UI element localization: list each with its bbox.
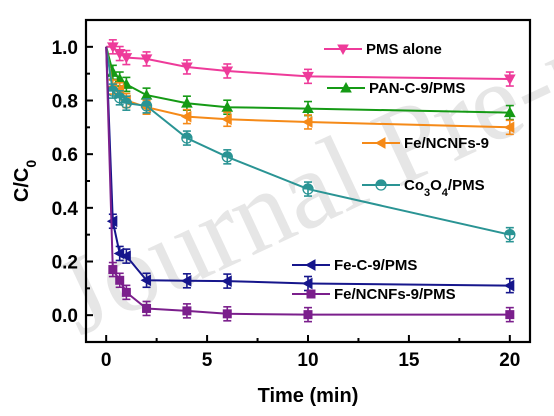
- series-6: [105, 46, 515, 323]
- data-point: [301, 277, 313, 290]
- legend-marker: [306, 289, 316, 299]
- legend-marker: [304, 259, 316, 271]
- data-point-ring: [302, 183, 314, 195]
- data-point: [108, 265, 118, 275]
- y-tick-label: 0.6: [52, 145, 78, 166]
- legend-entry-1: PMS alone: [324, 41, 442, 58]
- data-point: [120, 53, 133, 64]
- data-point: [121, 287, 131, 297]
- legend-label: Co3O4/PMS: [404, 177, 485, 199]
- data-point: [221, 101, 234, 112]
- x-tick-label: 20: [499, 350, 520, 371]
- data-point: [181, 62, 193, 73]
- data-point: [503, 279, 515, 292]
- legend-marker: [340, 81, 352, 93]
- legend-label: Fe/NCNFs-9: [404, 135, 489, 152]
- y-axis-title: C/C0: [11, 160, 39, 202]
- data-point: [182, 306, 192, 316]
- data-point: [120, 250, 131, 262]
- data-point-ring: [140, 100, 153, 112]
- y-tick-label: 0.4: [52, 199, 79, 220]
- y-tick-label: 0.2: [52, 253, 78, 274]
- legend-entry-5: Fe-C-9/PMS: [292, 257, 417, 274]
- axis-ticks: 0 5 10 15 20 0.0 0.2 0.4 0.6 0.8 1.0: [52, 38, 521, 371]
- legend-label: PMS alone: [366, 41, 442, 58]
- x-axis-title: Time (min): [258, 385, 359, 407]
- data-point: [180, 274, 192, 287]
- y-tick-label: 0.0: [52, 306, 78, 327]
- legend-marker: [374, 137, 386, 149]
- data-point: [302, 71, 314, 83]
- series-4: [105, 46, 516, 243]
- y-tick-label: 0.8: [52, 92, 78, 113]
- legend-entry-6: Fe/NCNFs-9/PMS: [292, 286, 456, 303]
- x-tick-label: 10: [297, 350, 318, 371]
- legend-label: PAN-C-9/PMS: [369, 80, 465, 97]
- data-point: [181, 97, 193, 108]
- data-point: [503, 106, 516, 118]
- data-point: [302, 102, 314, 114]
- legend-marker-ring: [375, 179, 387, 191]
- legend-label: Fe-C-9/PMS: [334, 257, 417, 274]
- x-tick-label: 15: [398, 350, 420, 371]
- data-point: [505, 310, 515, 320]
- legend-entry-2: PAN-C-9/PMS: [327, 80, 465, 97]
- legend: PMS alone PAN-C-9/PMS Fe/NCNFs-9 Co3O4/PMS F…: [292, 41, 489, 303]
- data-point: [221, 275, 232, 287]
- data-point: [222, 309, 232, 319]
- data-point-ring: [504, 229, 516, 241]
- data-point: [503, 121, 515, 134]
- series-1: [106, 39, 516, 87]
- data-point-ring: [120, 97, 133, 109]
- legend-marker: [337, 44, 349, 56]
- x-tick-label: 0: [101, 350, 112, 371]
- data-point: [180, 110, 192, 123]
- data-point: [301, 116, 313, 128]
- data-point: [503, 74, 516, 86]
- legend-entry-3: Fe/NCNFs-9: [362, 135, 489, 152]
- data-point: [106, 42, 119, 53]
- data-point: [221, 66, 234, 78]
- data-point-ring: [221, 151, 233, 163]
- series-layer: [105, 39, 516, 323]
- legend-entry-4: Co3O4/PMS: [362, 177, 485, 199]
- data-point: [221, 113, 232, 126]
- data-point: [140, 274, 152, 287]
- legend-label: Fe/NCNFs-9/PMS: [334, 286, 456, 303]
- data-point: [303, 310, 313, 320]
- series-5: [105, 46, 515, 294]
- x-tick-label: 5: [202, 350, 213, 371]
- data-point-ring: [181, 132, 193, 144]
- data-point: [142, 303, 152, 313]
- y-tick-label: 1.0: [52, 38, 78, 59]
- data-point: [115, 275, 125, 285]
- data-point: [140, 89, 153, 100]
- data-point: [140, 54, 153, 65]
